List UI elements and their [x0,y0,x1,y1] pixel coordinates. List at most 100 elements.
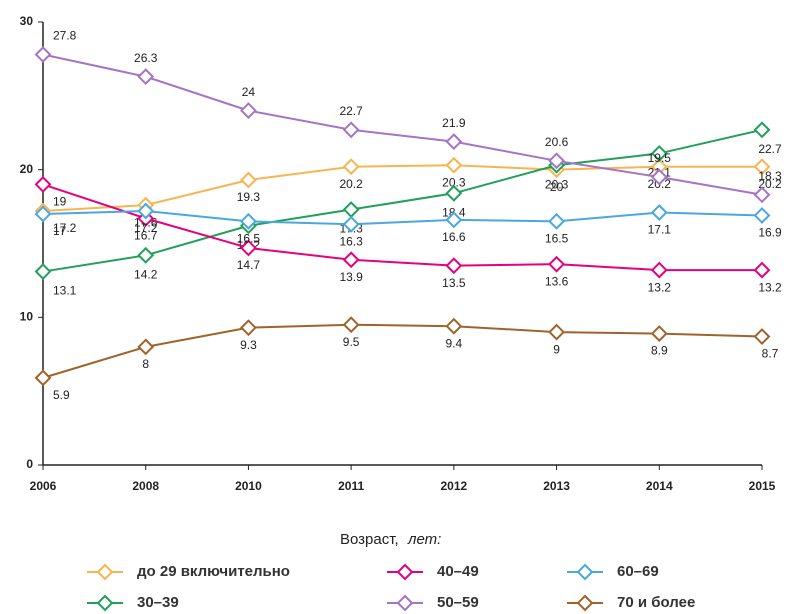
marker [137,202,155,220]
marker [137,246,155,264]
marker [548,212,565,230]
marker [753,261,771,279]
y-tick-label: 10 [20,310,34,324]
data-label: 18.3 [758,169,782,183]
marker [34,176,52,193]
series-line [42,183,762,272]
data-label: 13.5 [442,276,466,290]
x-tick-label: 2012 [441,479,468,493]
x-tick-label: 2008 [132,479,159,493]
data-label: 19 [53,195,67,209]
marker [240,102,257,120]
data-label: 19.3 [237,190,261,204]
marker [240,319,257,337]
marker [753,121,771,139]
marker [445,317,463,335]
legend-marker [96,594,114,612]
marker [650,145,668,162]
legend-marker [396,563,414,581]
marker [548,323,565,341]
x-tick-label: 2006 [30,479,57,493]
data-label: 26.3 [134,51,158,65]
data-label: 5.9 [53,388,70,402]
data-label: 17.2 [134,221,158,235]
marker [650,325,668,342]
legend-title-unit: лет: [407,531,441,548]
data-label: 20 [550,180,564,194]
marker [34,205,52,223]
marker [34,46,52,63]
marker [342,121,360,139]
legend-label: 70 и более [617,594,695,611]
data-label: 16.6 [442,230,466,244]
x-tick-label: 2015 [749,479,776,493]
legend-label: 60–69 [617,563,659,580]
legend-label: 30–39 [137,594,179,611]
data-label: 16.3 [339,234,363,248]
data-label: 16.5 [545,232,569,246]
marker [342,251,360,269]
marker [445,156,463,174]
marker [342,158,360,176]
marker [650,168,668,186]
marker [650,204,668,221]
data-label: 8.7 [762,347,779,361]
data-label: 8.9 [651,344,668,358]
marker [445,257,463,275]
marker [34,263,52,280]
data-label: 17.1 [648,223,672,237]
data-label: 9.3 [240,338,257,352]
x-tick-label: 2010 [235,479,262,493]
series-line [42,210,763,226]
marker [445,184,463,202]
data-label: 20.3 [545,177,569,191]
series-line [42,164,762,213]
data-label: 20.2 [339,177,363,191]
marker [137,68,155,86]
legend-label: до 29 включительно [137,563,290,580]
legend-marker [96,563,114,581]
data-label: 21.9 [442,116,466,130]
marker [137,338,155,356]
data-label: 9.4 [446,336,463,350]
x-tick-label: 2013 [543,479,570,493]
data-label: 16.9 [758,226,782,240]
marker [240,212,257,230]
marker [34,369,52,387]
series-line [42,53,763,196]
marker [342,316,360,334]
data-label: 27.8 [53,29,77,43]
series-line [42,128,763,273]
y-tick-label: 20 [20,162,34,176]
data-label: 22.7 [339,104,363,118]
marker [240,171,257,189]
legend-label: 50–59 [437,594,479,611]
data-label: 20.6 [545,135,569,149]
data-label: 16.7 [134,229,158,243]
marker [548,152,565,170]
marker [445,133,463,151]
data-label: 22.7 [758,142,782,156]
data-label: 16.5 [237,232,261,246]
marker [342,215,360,233]
data-label: 9 [553,342,560,356]
data-label: 13.2 [648,280,672,294]
data-label: 20.2 [758,177,782,191]
data-label: 17.2 [53,221,77,235]
data-label: 24 [242,85,256,99]
y-tick-label: 0 [26,457,33,471]
data-label: 13.1 [53,284,77,298]
data-label: 20.3 [442,175,466,189]
legend-title: Возраст, [340,531,399,548]
data-label: 19.5 [648,151,672,165]
data-label: 13.2 [758,280,782,294]
data-label: 9.5 [343,335,360,349]
marker [445,211,463,229]
legend-marker [576,563,594,581]
marker [753,186,771,204]
data-label: 14.7 [237,258,261,272]
marker [650,261,668,279]
data-label: 13.9 [339,270,363,284]
marker [342,201,360,218]
